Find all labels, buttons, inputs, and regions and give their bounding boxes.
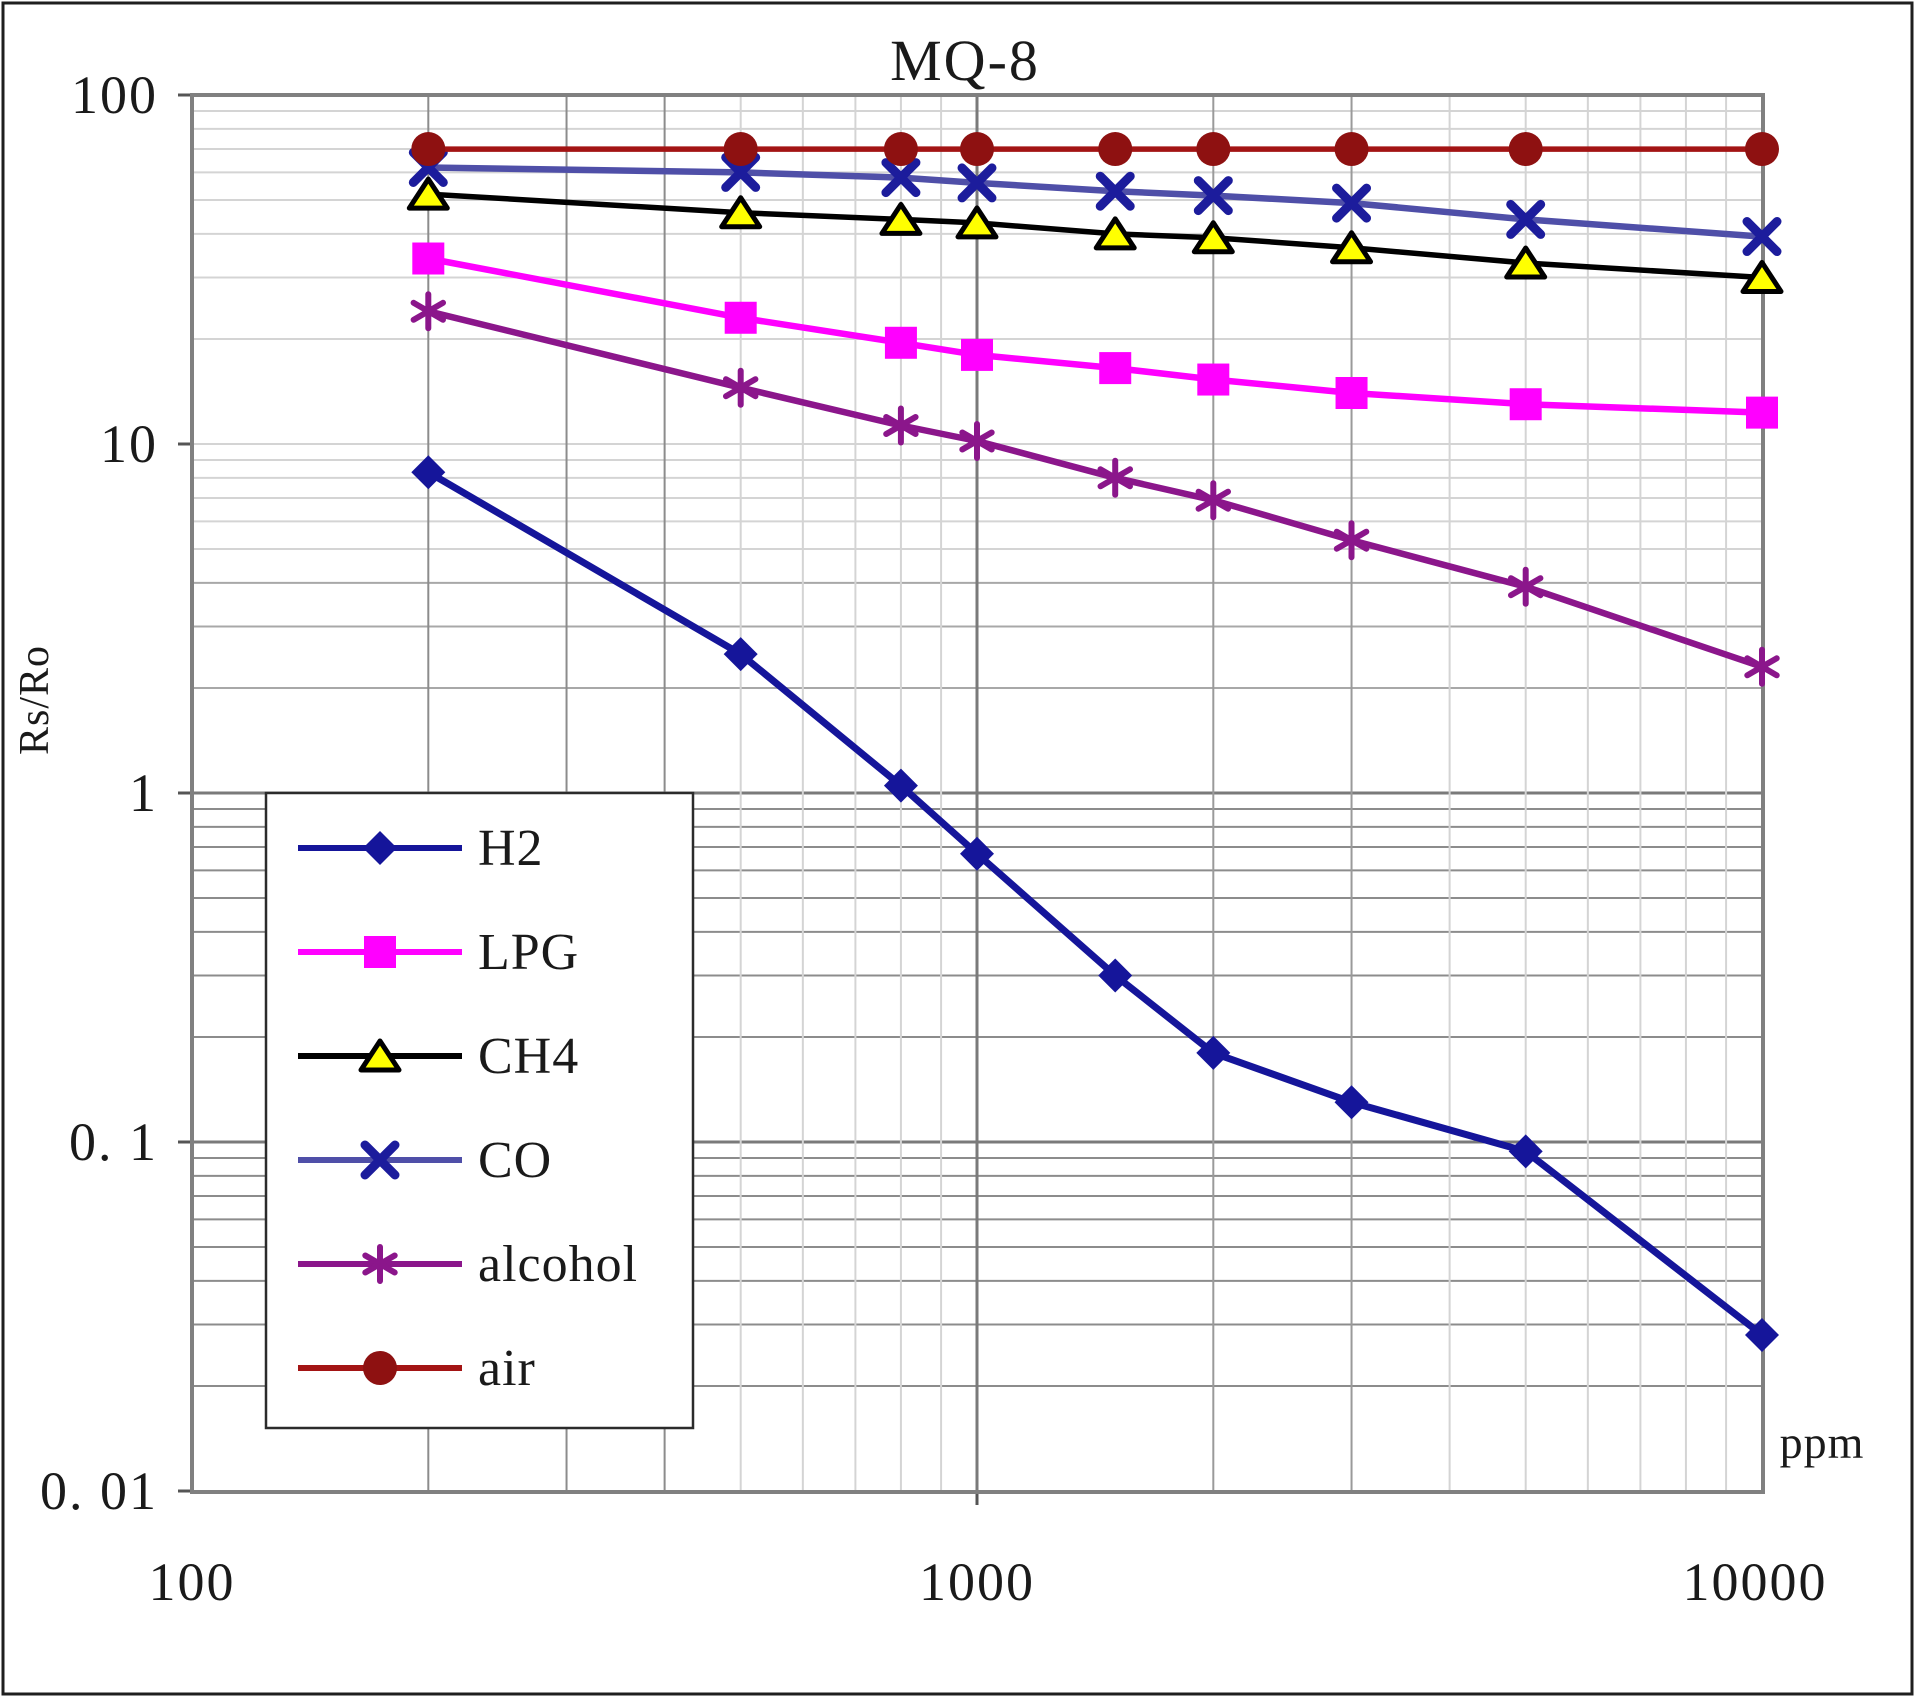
series-ch4 [406,176,1784,294]
y-tick-label-10: 10 [100,414,158,474]
legend-item-ch4: CH4 [298,1028,579,1085]
x-tick-label-1000: 1000 [919,1552,1035,1612]
legend-marker-co-x-icon [360,1140,400,1180]
y-tick-label-100: 100 [71,65,158,125]
series-air [411,132,1779,167]
legend-item-co: CO [298,1132,552,1189]
y-axis-title: Rs/Ro [12,645,58,755]
axis-ticks [178,93,979,1505]
series-lpg [412,242,1778,429]
y-tick-label-1: 1 [129,763,158,823]
legend-label-co: CO [478,1132,552,1189]
legend-marker-ch4-triangle-icon [358,1038,402,1073]
legend-label-air: air [478,1340,536,1397]
legend-box [264,791,695,1430]
y-tick-label-0.1: 0. 1 [69,1112,158,1172]
legend-label-alcohol: alcohol [478,1236,638,1293]
x-tick-label-100: 100 [149,1552,236,1612]
legend-item-air: air [298,1340,536,1397]
axis-tick-labels: 100 10 1 0. 1 0. 01 100 1000 10000 [40,65,1828,1612]
legend-marker-h2-diamond-icon [363,831,397,865]
legend-marker-alcohol-star-icon [362,1244,398,1284]
plot-frame [190,93,1765,1494]
legend: H2 LPG CH4 CO alcohol [264,791,695,1430]
legend-marker-air-circle-icon [363,1351,397,1385]
legend-label-lpg: LPG [478,924,579,981]
series-alcohol [410,291,1780,687]
legend-marker-lpg-square-icon [364,936,396,968]
legend-item-h2: H2 [298,820,544,877]
x-tick-label-10000: 10000 [1683,1552,1828,1612]
legend-item-lpg: LPG [298,924,579,981]
chart-title: MQ-8 [890,28,1040,93]
x-axis-unit-label: ppm [1780,1417,1865,1468]
legend-label-ch4: CH4 [478,1028,579,1085]
legend-item-alcohol: alcohol [298,1236,638,1293]
y-tick-label-0.01: 0. 01 [40,1461,158,1521]
data-series [406,132,1784,1352]
series-h2 [411,455,1779,1352]
legend-label-h2: H2 [478,820,544,877]
series-co [408,147,1782,257]
